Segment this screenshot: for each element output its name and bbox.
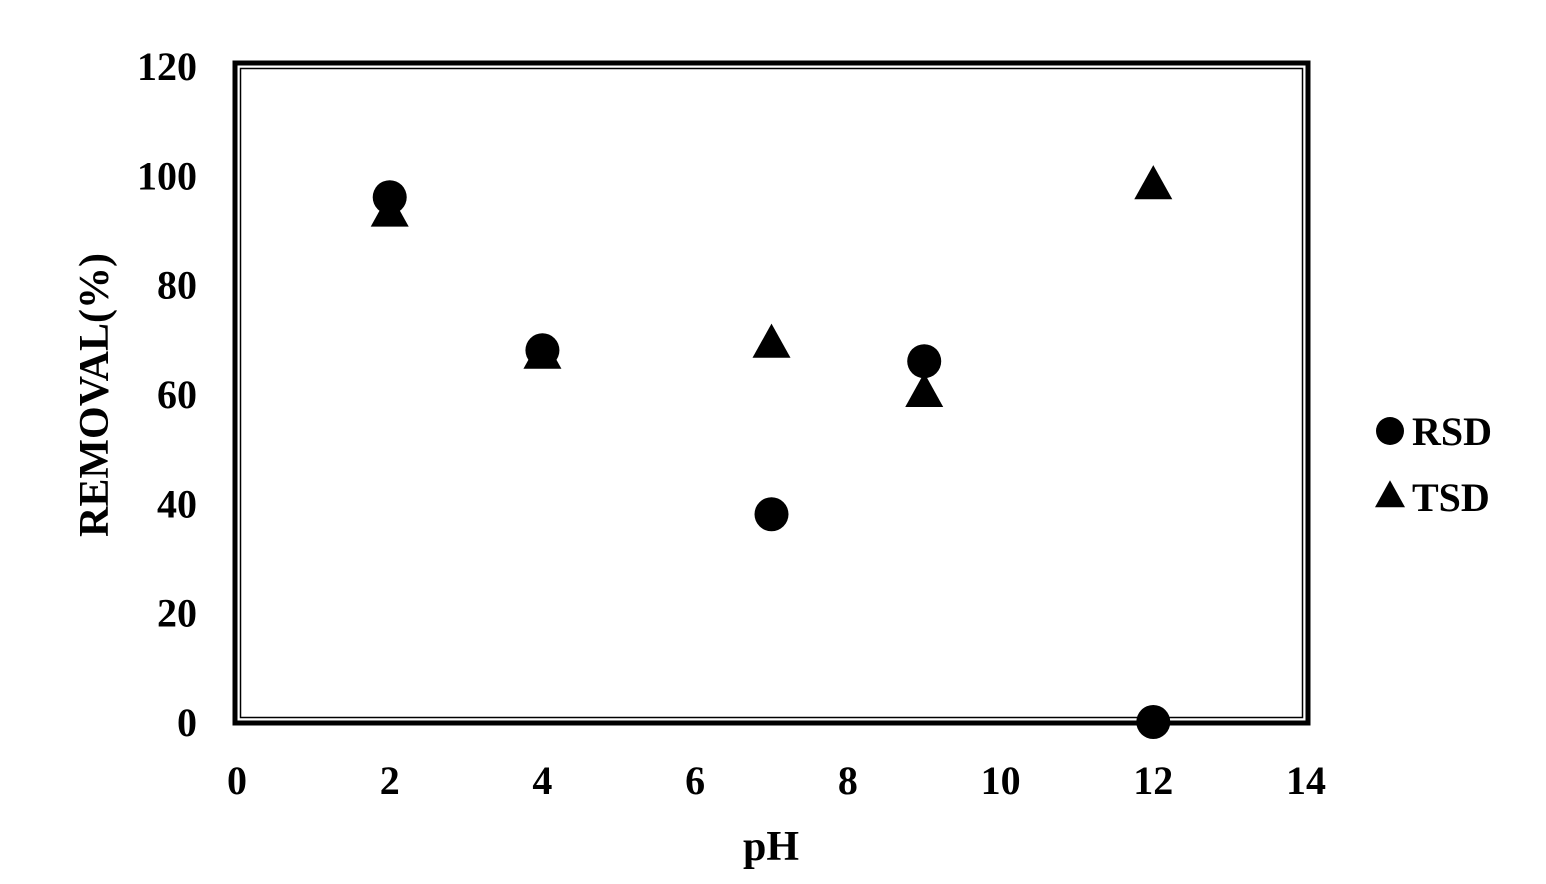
- plot-frame-inner: [239, 67, 1304, 719]
- y-tick-label: 60: [157, 372, 197, 417]
- y-axis-label: REMOVAL(%): [72, 253, 118, 537]
- rsd-point: [372, 180, 407, 215]
- tsd-point: [905, 372, 944, 407]
- legend-circle-icon: [1376, 417, 1404, 445]
- legend: RSD TSD: [1375, 409, 1492, 520]
- legend-triangle-icon: [1375, 480, 1405, 508]
- y-tick-label: 20: [157, 591, 197, 636]
- x-tick-label: 14: [1286, 758, 1326, 803]
- y-tick-label: 80: [157, 263, 197, 308]
- y-tick-label: 100: [137, 153, 197, 198]
- x-tick-label: 12: [1133, 758, 1173, 803]
- x-tick-label: 10: [981, 758, 1021, 803]
- legend-label: TSD: [1412, 475, 1490, 520]
- x-tick-label: 8: [838, 758, 858, 803]
- tsd-point: [752, 323, 791, 358]
- x-tick-labels: 0 2 4 6 8 10 12 14: [227, 758, 1326, 803]
- rsd-point: [907, 344, 942, 379]
- x-tick-label: 2: [380, 758, 400, 803]
- plot-frame: [232, 60, 1311, 726]
- y-tick-label: 120: [137, 44, 197, 89]
- y-tick-label: 0: [177, 700, 197, 745]
- legend-label: RSD: [1412, 409, 1492, 454]
- plot-frame-outer: [232, 60, 1311, 726]
- data-points: [370, 165, 1173, 739]
- x-tick-label: 0: [227, 758, 247, 803]
- rsd-point: [1136, 705, 1171, 739]
- rsd-point: [525, 333, 560, 368]
- tsd-point: [1134, 165, 1173, 200]
- y-tick-label: 40: [157, 481, 197, 526]
- x-tick-label: 4: [532, 758, 552, 803]
- rsd-point: [754, 497, 789, 532]
- y-tick-labels: 0 20 40 60 80 100 120: [137, 44, 197, 745]
- x-tick-label: 6: [685, 758, 705, 803]
- x-axis-label: pH: [743, 824, 799, 870]
